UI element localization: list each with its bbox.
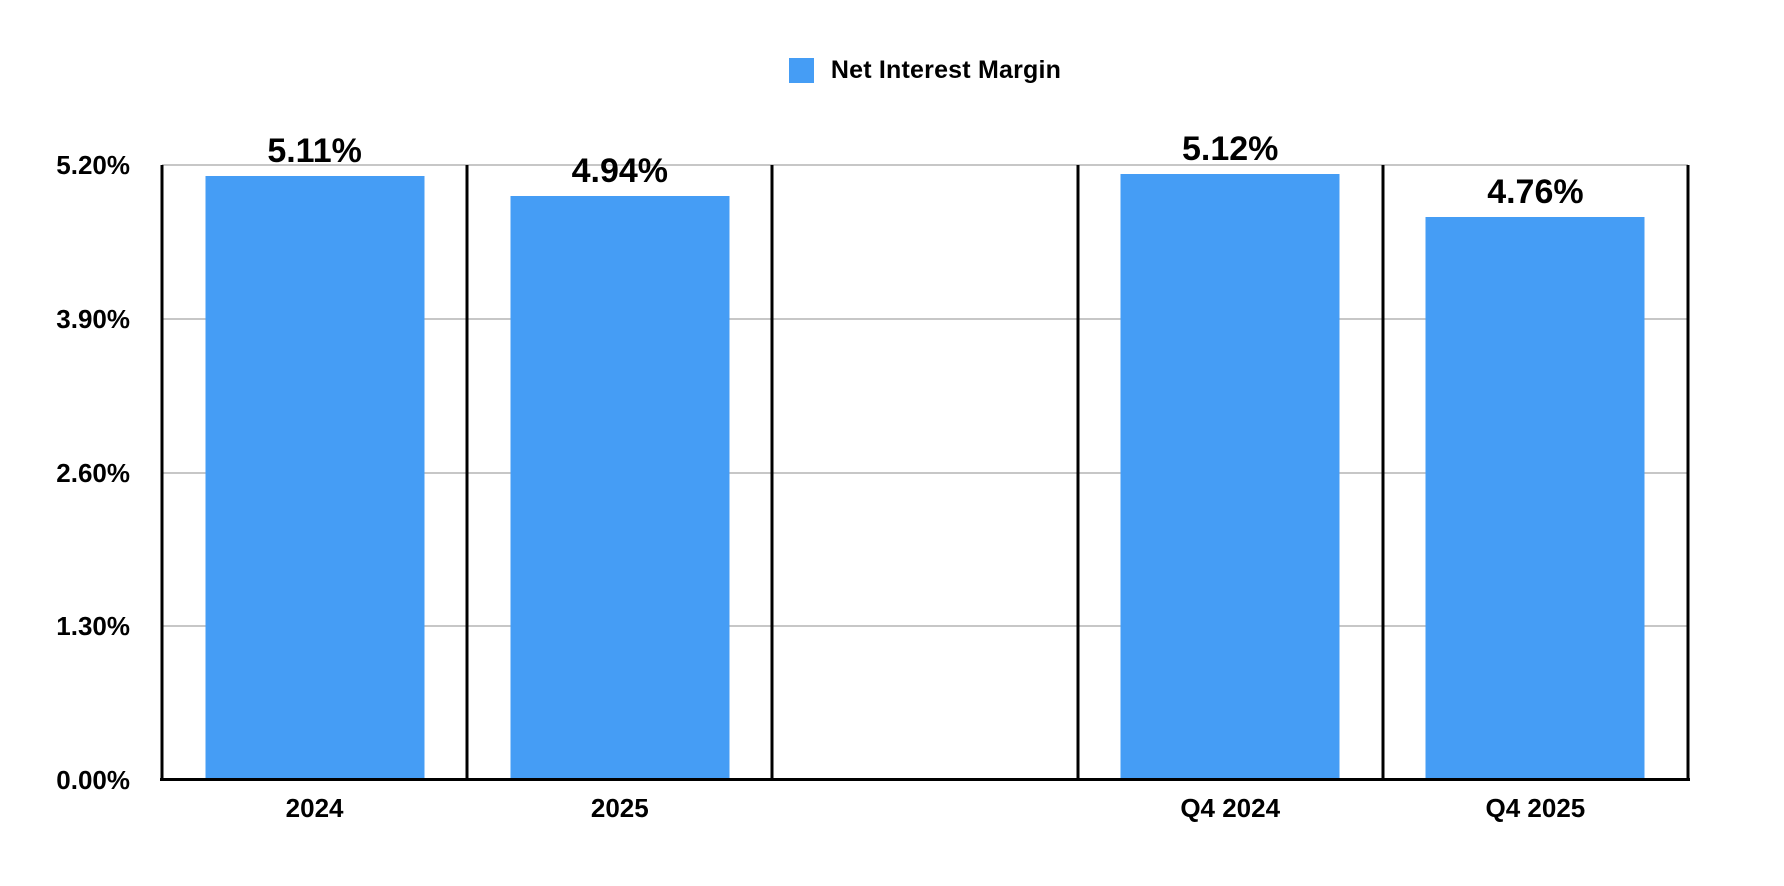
bar-value-label-2025: 4.94% [571, 151, 668, 190]
gridline-2.60% [162, 471, 1688, 474]
y-tick-label-0.00%: 0.00% [56, 765, 130, 795]
bar-value-label-q4-2024: 5.12% [1181, 130, 1279, 169]
section-divider-4 [1381, 165, 1385, 780]
legend-label: Net Interest Margin [830, 56, 1062, 84]
x-axis-line [160, 778, 1690, 781]
gridline-1.30% [162, 625, 1688, 628]
bar-2025 [510, 195, 730, 780]
section-divider-2 [770, 165, 774, 780]
x-tick-label-2025: 2025 [590, 793, 649, 823]
bar-2024 [205, 175, 425, 780]
bar-q4-2025 [1425, 217, 1645, 780]
y-axis-line [160, 165, 164, 780]
x-tick-label-q4-2024: Q4 2024 [1180, 793, 1281, 823]
plot-right-border [1686, 165, 1690, 780]
x-axis-labels: 2024 2025 Q4 2024 Q4 2025 [162, 794, 1688, 834]
y-tick-label-1.30%: 1.30% [56, 611, 130, 642]
y-axis-labels: 0.00% 1.30% 2.60% 3.90% 5.20% [0, 152, 130, 793]
y-tick-label-3.90%: 3.90% [56, 303, 130, 334]
bar-q4-2024 [1120, 174, 1340, 780]
x-tick-label-2024: 2024 [285, 793, 344, 823]
legend: Net Interest Margin [162, 56, 1688, 85]
bar-value-label-q4-2025: 4.76% [1487, 173, 1584, 212]
section-divider-3 [1076, 165, 1080, 780]
gridline-3.90% [162, 317, 1688, 320]
legend-swatch-icon [788, 58, 814, 83]
y-tick-label-5.20%: 5.20% [56, 150, 130, 180]
bar-value-label-2024: 5.11% [267, 131, 362, 170]
x-tick-label-q4-2025: Q4 2025 [1485, 793, 1586, 823]
y-tick-label-2.60%: 2.60% [56, 457, 130, 488]
plot-area: 5.11% 4.94% 5.12% 4.76% [160, 132, 1690, 781]
gridline-5.20% [162, 164, 1688, 166]
section-divider-1 [465, 165, 469, 780]
